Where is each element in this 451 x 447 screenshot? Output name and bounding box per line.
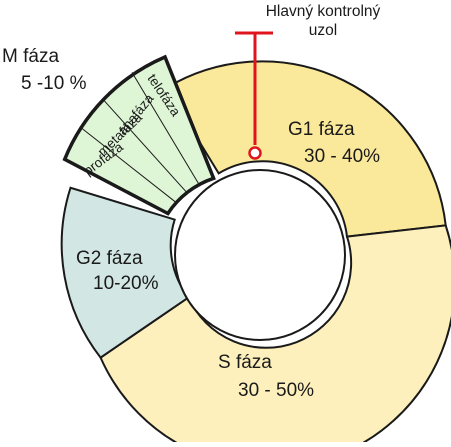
m-label: M fáza: [2, 46, 59, 67]
checkpoint-label-2: uzol: [309, 22, 337, 39]
s-label: S fáza: [218, 352, 272, 373]
checkpoint-dot: [248, 146, 262, 160]
g2-percent: 10-20%: [93, 273, 159, 294]
g1-label: G1 fáza: [288, 119, 355, 140]
s-segment: [99, 224, 451, 447]
center-hole: [174, 169, 346, 341]
m-divider-1: [81, 127, 177, 203]
checkpoint-label-1: Hlavný kontrolný: [266, 3, 381, 20]
g2-segment: [60, 186, 190, 359]
s-percent: 30 - 50%: [238, 380, 314, 401]
g1-percent: 30 - 40%: [304, 146, 380, 167]
g1-segment: [165, 60, 447, 238]
m-segment-group: [62, 54, 216, 216]
m-segment: [62, 54, 216, 216]
m-divider-3: [131, 72, 200, 185]
g2-label: G2 fáza: [76, 248, 143, 269]
m-percent: 5 -10 %: [21, 73, 87, 94]
m-divider-2: [103, 100, 187, 193]
checkpoint-marker: [235, 31, 273, 160]
